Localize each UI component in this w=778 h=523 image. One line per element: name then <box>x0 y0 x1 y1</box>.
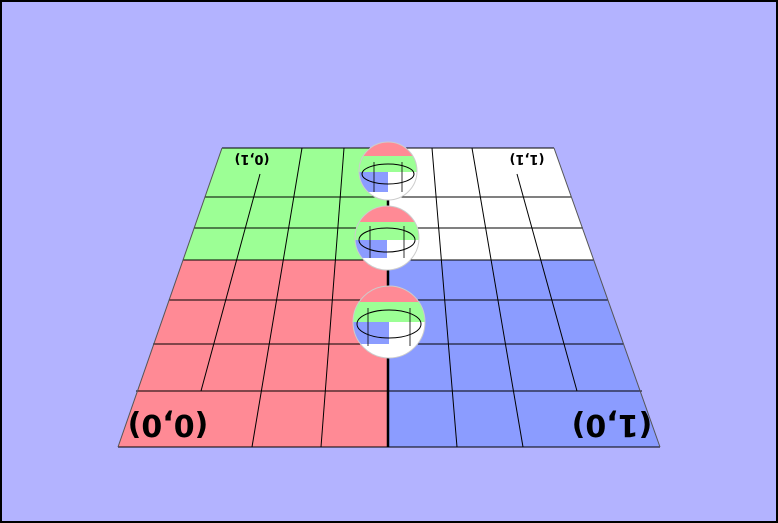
reflective-sphere-far <box>358 141 418 201</box>
reflective-sphere-near <box>352 285 426 359</box>
corner-label-near-right: (1,0) <box>572 407 653 442</box>
reflective-sphere-middle <box>354 205 420 271</box>
floor-quadrant-far-left <box>183 148 388 260</box>
corner-label-far-right: (1,1) <box>510 151 545 166</box>
corner-label-near-left: (0,0) <box>128 407 209 442</box>
floor-quadrant-near-right <box>388 260 660 447</box>
corner-label-far-left: (0,1) <box>235 151 270 166</box>
floor-quadrant-near-left <box>118 260 388 447</box>
